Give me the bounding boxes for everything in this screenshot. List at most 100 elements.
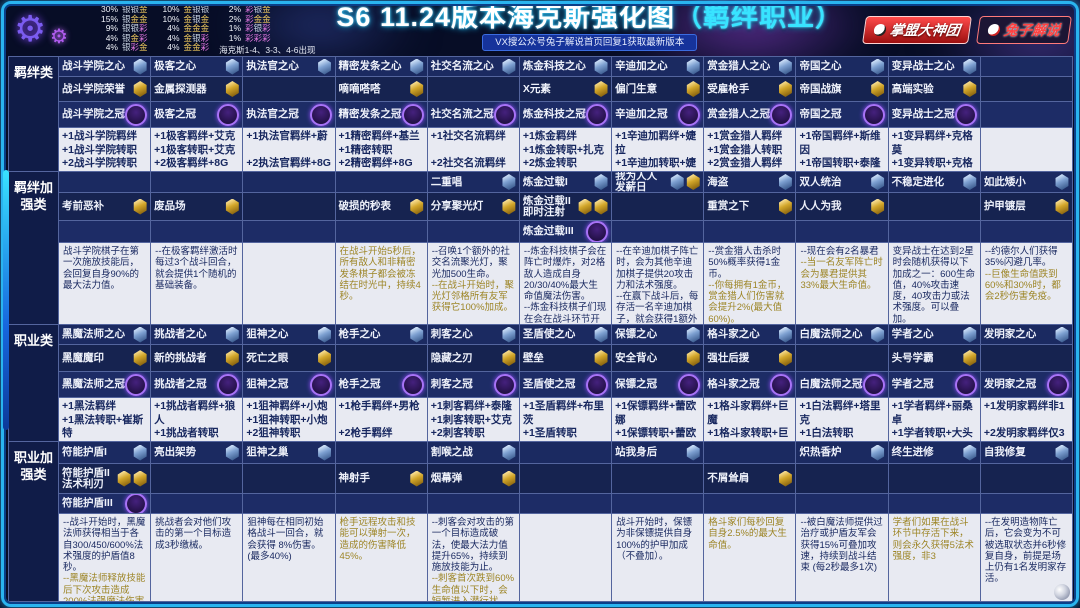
augment-name-line: 符能护盾I: [62, 446, 107, 458]
augment-cell: [888, 464, 981, 494]
augment-name-line: 法术利刃: [62, 477, 104, 490]
augment-cell: [243, 464, 336, 494]
augment-cell: [796, 345, 889, 372]
prismatic-hex-icon: [493, 373, 516, 396]
bonus-line: +1赏金猎人羁绊: [707, 130, 783, 142]
augment-cell: [335, 494, 428, 514]
augment-icons: [225, 58, 239, 75]
augment-name: 海盗: [707, 176, 728, 188]
augment-cell: 社交名流之冠: [427, 102, 520, 128]
gold-hex-icon: [225, 198, 239, 215]
augment-cell: 炼金科技之心: [519, 57, 613, 77]
legend-tier-combo: 彩银金: [245, 4, 271, 15]
augment-name: 壁垒: [522, 351, 544, 364]
augment-name-line: 赏金猎人之冠: [707, 108, 771, 120]
table-row: 二重唱 炼金过载I 我为人人 发薪日 海盗 双人统治 不稳定进化 如此矮小: [59, 172, 1073, 193]
silver-hex-icon: [1055, 326, 1069, 343]
augment-name: 炽热香炉: [799, 447, 841, 458]
bonus-line: +2学者羁绊+8G: [892, 441, 977, 442]
augment-desc-cell: --战斗开始时，黑魔法师获得相当于各自300/450/600%法术强度的护盾值8…: [59, 514, 152, 602]
augment-cell: 黑魔法师之冠: [59, 372, 152, 398]
augment-name-line: 格斗家之冠: [707, 378, 760, 390]
augment-name-line: 学者之冠: [891, 378, 934, 390]
synergy-bonus-cell: +1保镖羁绊+蕾欧娜+1保镖转职+蕾欧娜+2保镖转职: [612, 398, 705, 442]
prismatic-hex-icon: [401, 103, 424, 126]
augment-name-line: 发明家之冠: [983, 378, 1037, 390]
augment-cell: [519, 442, 613, 464]
legend-row: 4% 银金彩: [96, 32, 148, 44]
augment-cell: 狙神之巢: [243, 442, 336, 464]
augment-cell: 破损的秒表: [335, 193, 428, 221]
legend-percent: 30%: [100, 4, 118, 14]
table-row: 战斗学院之冠 极客之冠 执法官之冠 精密发条之冠 社交名流之冠 炼金科技之冠 辛迪加之冠 赏金…: [59, 102, 1073, 128]
augment-name: 强壮后援: [707, 352, 749, 364]
augment-cell: 帝国之冠: [796, 102, 889, 128]
augment-icons: [578, 198, 608, 215]
augment-name-line: 壁垒: [522, 351, 544, 364]
legend-percent: 9%: [105, 23, 118, 34]
legend-tier-char: 金: [130, 32, 140, 43]
augment-name-line: 学者之心: [891, 328, 934, 340]
augment-cell: 护甲镀层: [980, 193, 1073, 221]
augment-name-line: 黑魔法师之冠: [62, 378, 125, 390]
silver-hex-icon: [318, 444, 331, 461]
augment-desc-cell: 格斗家们每秒回复自身2.5%的最大生命值。: [704, 514, 797, 602]
augment-name-line: 如此矮小: [983, 175, 1026, 188]
legend-tier-char: 银: [200, 4, 210, 14]
augment-icons: [778, 58, 792, 75]
augment-name: 社交名流之冠: [431, 109, 494, 120]
prismatic-hex-icon: [586, 103, 609, 126]
augment-name-line: 发薪日: [615, 181, 647, 193]
desc-paragraph: --战斗开始时，黑魔法师获得相当于各自300/450/600%法术强度的护盾值8…: [63, 517, 146, 574]
augment-icons: [963, 58, 977, 75]
augment-cell: 自我修复: [980, 442, 1073, 464]
augment-cell: [704, 442, 797, 464]
bonus-line: +1白法羁绊+塔里克: [799, 400, 881, 426]
legend-percent: 15%: [100, 13, 118, 24]
augment-name-line: 白魔法师之心: [799, 328, 863, 340]
augment-name-line: 圣盾使之冠: [522, 378, 576, 390]
augment-cell: 头号学霸: [888, 345, 981, 372]
desc-paragraph: --刺客会对攻击的第一个目标造成破法，使最大法力值提升65%，持续到施放技能为止…: [431, 517, 515, 574]
augment-name: 刺客之冠: [431, 379, 473, 390]
silver-hex-icon: [318, 58, 331, 75]
augment-name: 精密发条之心: [339, 61, 402, 72]
augment-icons: [594, 350, 608, 366]
augment-cell: 狙神之冠: [243, 372, 336, 398]
page-title-main: S6 11.24版本海克斯强化图: [336, 2, 676, 32]
augment-icons: [871, 198, 885, 215]
row-group-label: 羁绊加强类: [9, 172, 59, 325]
legend-tier-char: 银: [130, 4, 140, 14]
augment-name: 符能护盾I: [62, 447, 107, 458]
synergy-bonus-cell: +1黑法羁绊+1黑法转职+崔斯特+2黑法转职: [59, 398, 152, 442]
augment-icons: [778, 470, 792, 487]
prismatic-hex-icon: [125, 494, 148, 513]
augment-name: 保镖之心: [615, 329, 657, 340]
augment-cell: 变异战士之冠: [888, 102, 981, 128]
augment-cell: 炼金过载III: [519, 221, 613, 243]
desc-paragraph: 战斗学院棋子在第一次施放技能后，会回复自身90%的最大法力值。: [63, 246, 140, 291]
augment-name-line: 死亡之眼: [246, 351, 289, 364]
augment-icons: [778, 174, 792, 190]
legend-tier-char: 彩: [139, 32, 148, 43]
legend-row: 1% 彩银彩: [219, 23, 315, 34]
augment-name: 黑魔法师之心: [62, 329, 125, 340]
legend-tier-char: 彩: [262, 32, 271, 43]
desc-paragraph: --刺客首次跌到60%生命值以下时，会短暂进入潜行状态，变为不可选取并移除所有负…: [431, 573, 515, 602]
augment-name: 受雇枪手: [707, 83, 749, 95]
augment-desc-cell: 变异战士在达到2星时会随机获得以下加成之一：600生命值，40%攻击速度，40攻…: [888, 243, 981, 325]
augment-cell: [427, 221, 520, 243]
table-row: 符能护盾II 法术利刃 神射手 烟幕弹 不屑耸肩: [59, 464, 1073, 494]
augment-name: 学者之冠: [892, 379, 934, 390]
bonus-line: +1保镖转职+蕾欧娜: [615, 427, 697, 441]
augment-name-line: 割喉之战: [430, 446, 473, 458]
legend-percent: 4%: [105, 32, 118, 43]
augment-name: 刺客之心: [431, 329, 473, 340]
augment-name-line: 赏金猎人之心: [707, 60, 771, 72]
bonus-line: +1战斗学院转职: [62, 143, 137, 156]
row-group-label: 职业类: [9, 325, 59, 442]
augment-cell: [151, 464, 244, 494]
prismatic-hex-icon: [309, 373, 332, 396]
augment-name: 我为人人 发薪日: [615, 172, 657, 193]
gold-hex-icon: [871, 81, 885, 97]
